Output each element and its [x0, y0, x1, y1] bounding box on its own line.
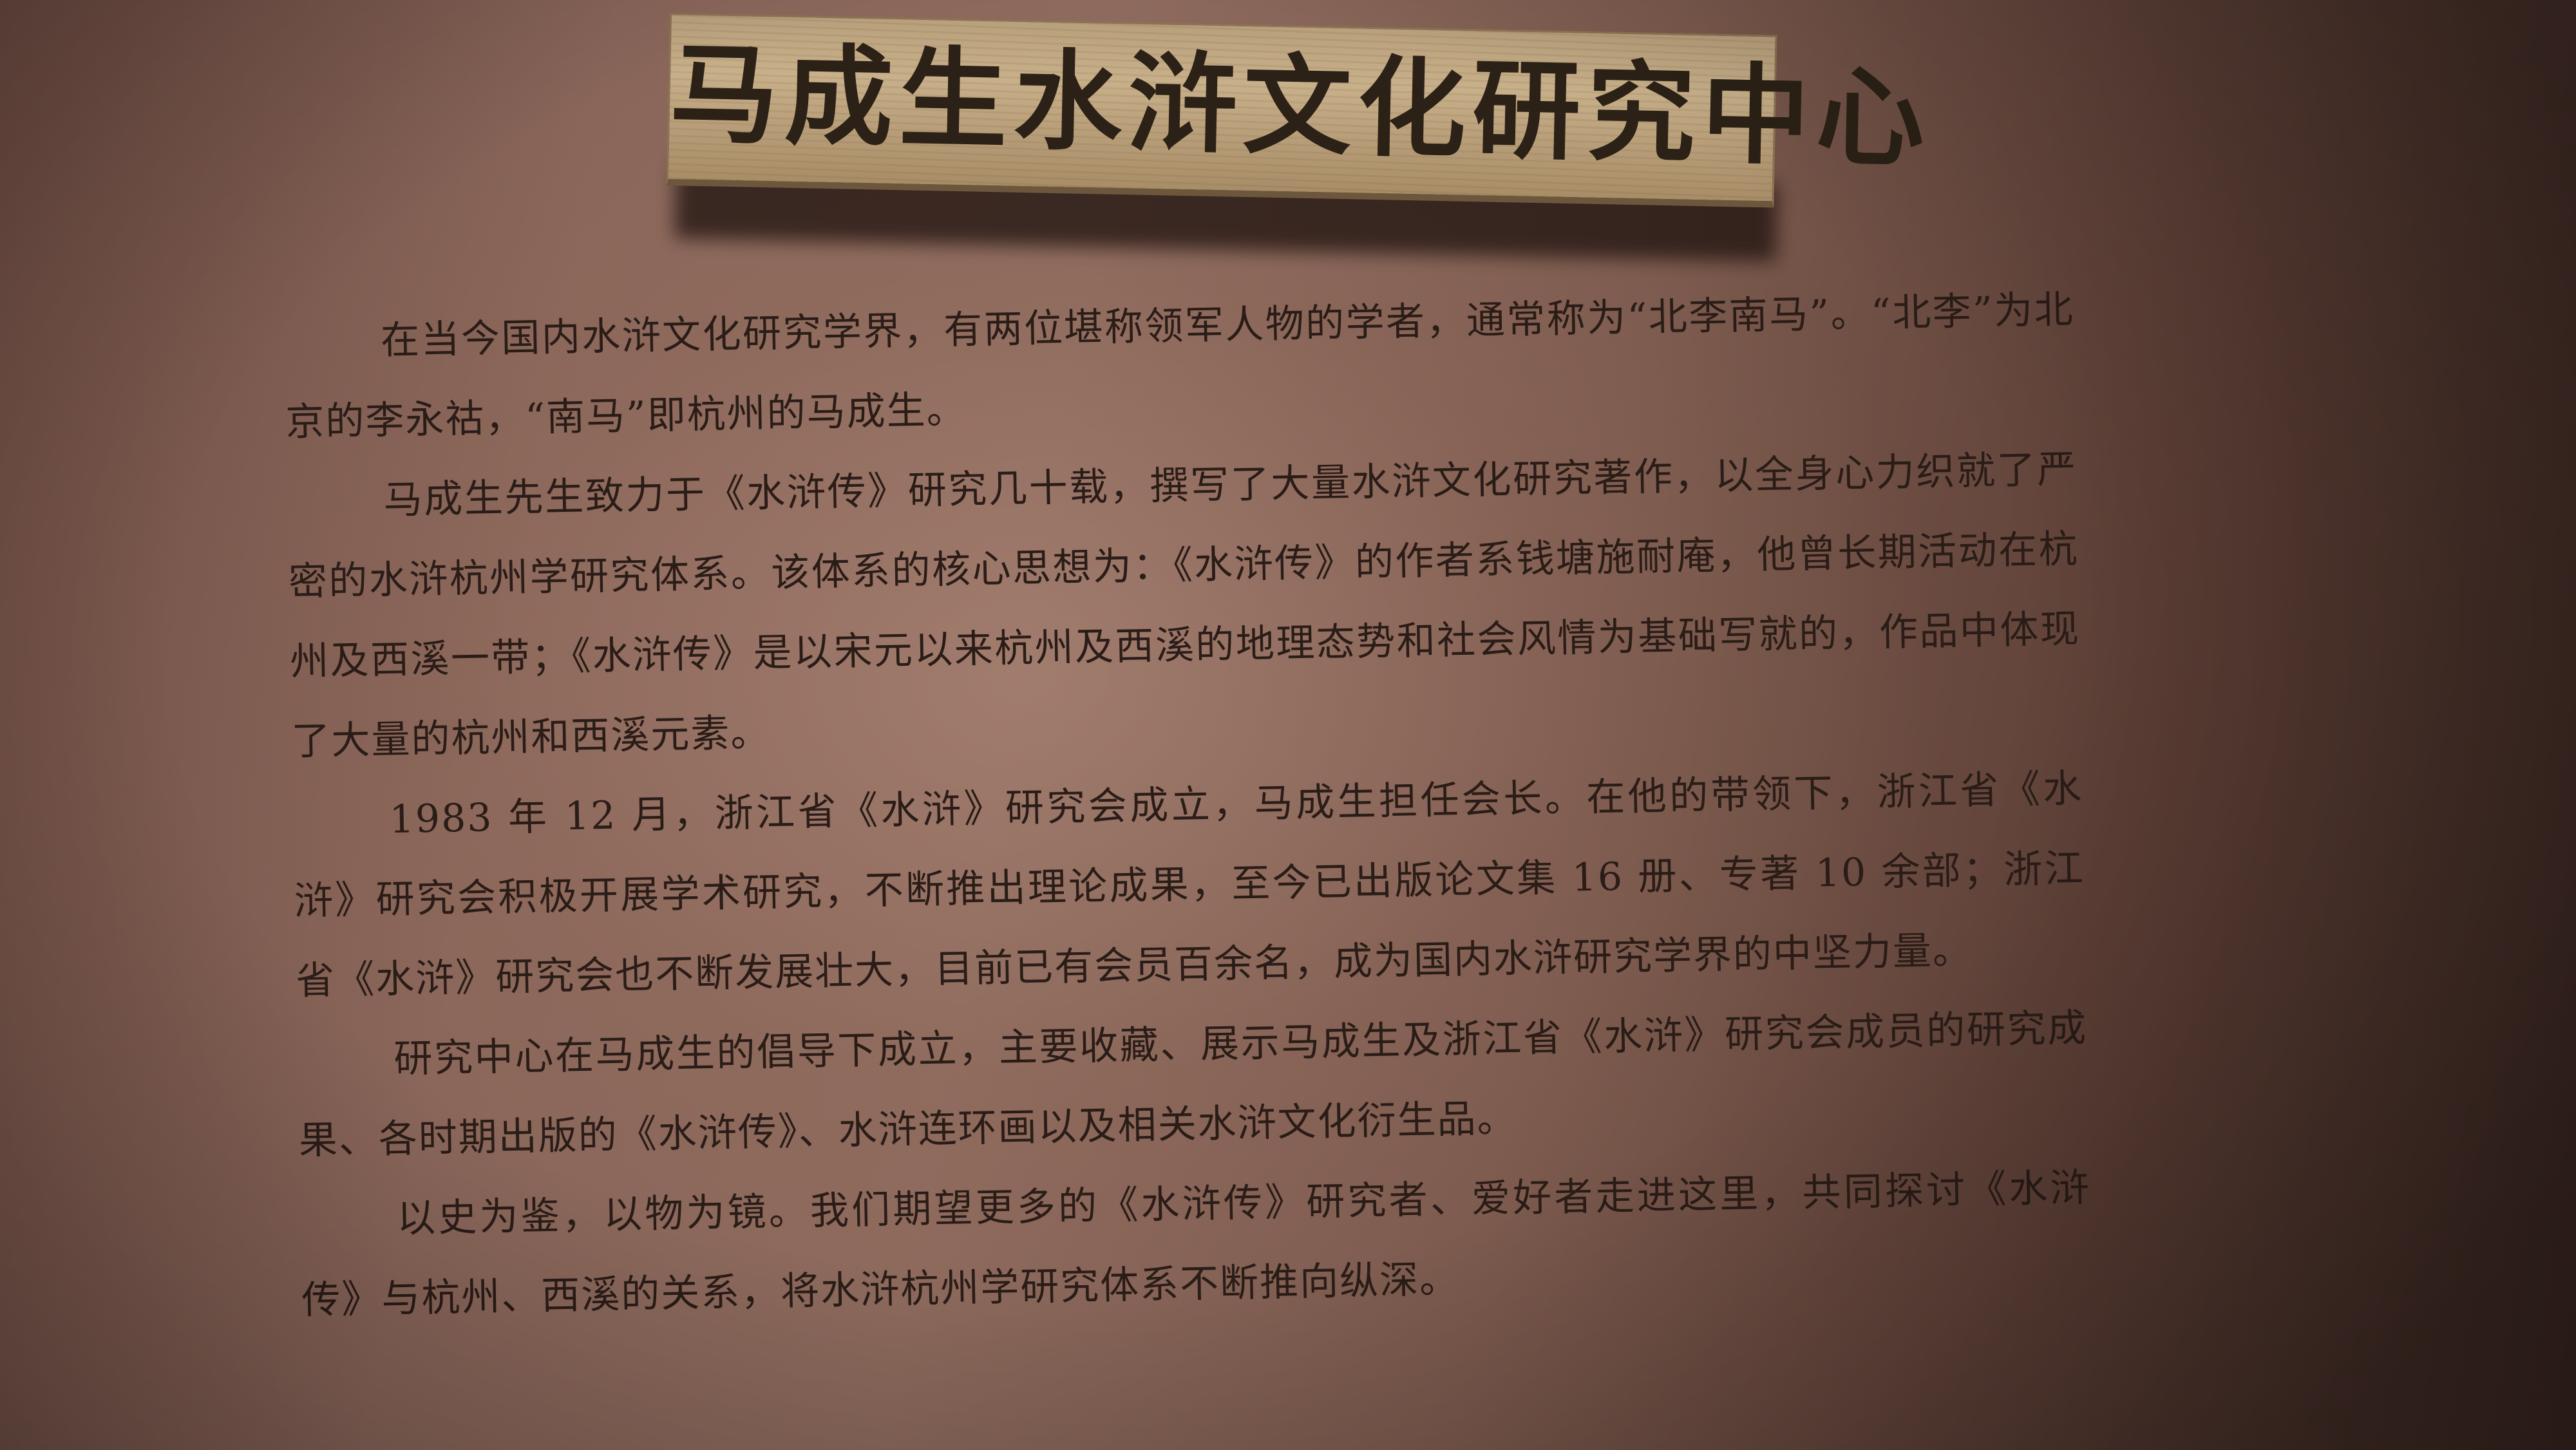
paragraph-closing: 以史为鉴，以物为镜。我们期望更多的《水浒传》研究者、爱好者走进这里，共同探讨《水…: [301, 1165, 2091, 1323]
wooden-plaque: 马成生水浒文化研究中心: [666, 13, 1933, 208]
paragraph-intro: 在当今国内水浒文化研究学界，有两位堪称领军人物的学者，通常称为“北李南马”。“北…: [285, 287, 2075, 445]
paragraph-research: 马成生先生致力于《水浒传》研究几十载，撰写了大量水浒文化研究著作，以全身心力织就…: [288, 447, 2081, 764]
intro-text-panel: 在当今国内水浒文化研究学界，有两位堪称领军人物的学者，通常称为“北李南马”。“北…: [283, 270, 2094, 1397]
plaque-title: 马成生水浒文化研究中心: [668, 30, 1933, 183]
paragraph-center: 研究中心在马成生的倡导下成立，主要收藏、展示马成生及浙江省《水浒》研究会成员的研…: [298, 1005, 2088, 1163]
paragraph-society: 1983 年 12 月，浙江省《水浒》研究会成立，马成生担任会长。在他的带领下，…: [294, 766, 2085, 1004]
